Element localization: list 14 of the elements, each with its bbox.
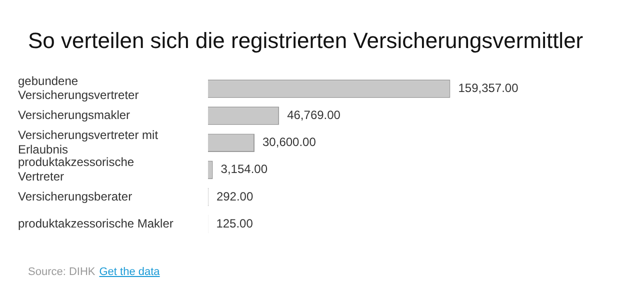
chart-title: So verteilen sich die registrierten Versicherungsvermittler (27, 27, 584, 55)
y-tick-label: Versicherungsberater (18, 189, 132, 204)
data-label: 125.00 (216, 216, 254, 230)
data-label: 30,600.00 (262, 135, 316, 150)
data-label: 292.00 (216, 189, 254, 204)
y-tick-label: Versicherungsmakler (18, 108, 130, 122)
data-label: 3,154.00 (220, 162, 268, 176)
source-note: Source: DIHK (28, 266, 96, 278)
y-tick-label: gebundene Versicherungsvertreter (18, 74, 139, 102)
text: Get the data (99, 266, 160, 278)
y-tick-label: produktakzessorische Makler (18, 216, 174, 230)
data-label: 46,769.00 (287, 108, 341, 122)
data-label: 159,357.00 (458, 81, 519, 96)
y-tick-label: produktakzessorische Vertreter (18, 155, 134, 184)
